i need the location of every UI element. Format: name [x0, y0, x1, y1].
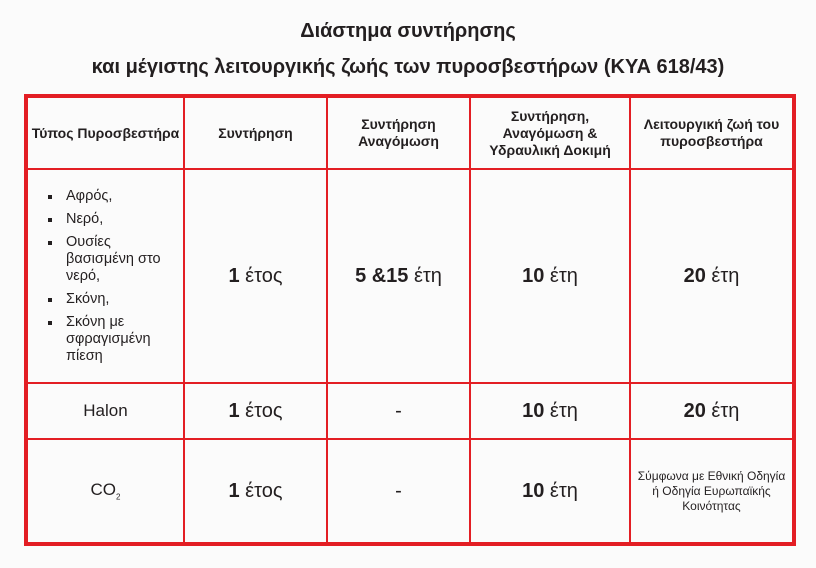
value-unit: έτη	[705, 399, 740, 422]
maintenance-cell: 1 έτος	[183, 168, 328, 384]
value-unit: έτη	[705, 264, 740, 287]
list-item: Αφρός,	[48, 188, 179, 205]
maintenance-cell: 1 έτος	[183, 382, 328, 440]
type-cell: Halon	[25, 382, 185, 440]
value-number: 1	[228, 264, 240, 287]
life-cell: 20 έτη	[629, 382, 795, 440]
header-recharge: Συντήρηση Αναγόμωση	[326, 95, 471, 170]
maintenance-table: Τύπος Πυροσβεστήρα Συντήρηση Συντήρηση Α…	[24, 94, 796, 546]
life-cell: 20 έτη	[629, 168, 795, 384]
header-maintenance: Συντήρηση	[183, 95, 328, 170]
list-item: Νερό,	[48, 211, 179, 228]
header-type: Τύπος Πυροσβεστήρα	[25, 95, 185, 170]
recharge-cell: 5 &15 έτη	[326, 168, 471, 384]
value-unit: έτη	[408, 264, 442, 287]
value-number: 10	[522, 399, 545, 422]
title-line-1: Διάστημα συντήρησης	[300, 20, 516, 42]
value-number: 1	[228, 399, 240, 422]
hydro-cell: 10 έτη	[469, 168, 631, 384]
type-subscript: 2	[116, 492, 121, 502]
header-row: Τύπος Πυροσβεστήρα Συντήρηση Συντήρηση Α…	[25, 95, 795, 170]
value-number: 5 &15	[355, 264, 409, 287]
type-cell: Αφρός, Νερό, Ουσίες βασισμένη στο νερό, …	[25, 168, 185, 384]
value-unit: έτη	[544, 479, 578, 502]
value-unit: έτη	[544, 399, 578, 422]
value-unit: έτος	[239, 479, 283, 502]
type-text: CO	[90, 480, 117, 500]
hydro-cell: 10 έτη	[469, 438, 631, 545]
value-number: 20	[683, 399, 706, 422]
title-line-2: και μέγιστης λειτουργικής ζωής των πυροσ…	[91, 56, 725, 78]
header-life: Λειτουργική ζωή του πυροσβεστήρα	[629, 95, 795, 170]
table-row: Αφρός, Νερό, Ουσίες βασισμένη στο νερό, …	[25, 168, 795, 384]
value-number: 1	[228, 479, 240, 502]
maintenance-cell: 1 έτος	[183, 438, 328, 545]
value-number: 10	[522, 479, 545, 502]
value-number: 20	[683, 264, 706, 287]
list-item: Ουσίες βασισμένη στο νερό,	[48, 234, 179, 285]
value-number: 10	[522, 264, 545, 287]
recharge-cell: -	[326, 438, 471, 545]
type-cell: CO2	[25, 438, 185, 545]
list-item: Σκόνη,	[48, 291, 179, 308]
hydro-cell: 10 έτη	[469, 382, 631, 440]
value-unit: έτος	[239, 399, 283, 422]
table-row: Halon 1 έτος - 10 έτη 20 έτη	[25, 382, 795, 440]
life-cell: Σύμφωνα με Εθνική Οδηγία ή Οδηγία Ευρωπα…	[629, 438, 795, 545]
value-unit: έτη	[544, 264, 578, 287]
header-hydro: Συντήρηση, Αναγόμωση & Υδραυλική Δοκιμή	[469, 95, 631, 170]
recharge-cell: -	[326, 382, 471, 440]
table-row: CO2 1 έτος - 10 έτη Σύμφωνα με Εθνική Οδ…	[25, 438, 795, 545]
list-item: Σκόνη με σφραγισμένη πίεση	[48, 314, 179, 365]
type-list: Αφρός, Νερό, Ουσίες βασισμένη στο νερό, …	[32, 188, 179, 365]
value-unit: έτος	[239, 264, 283, 287]
